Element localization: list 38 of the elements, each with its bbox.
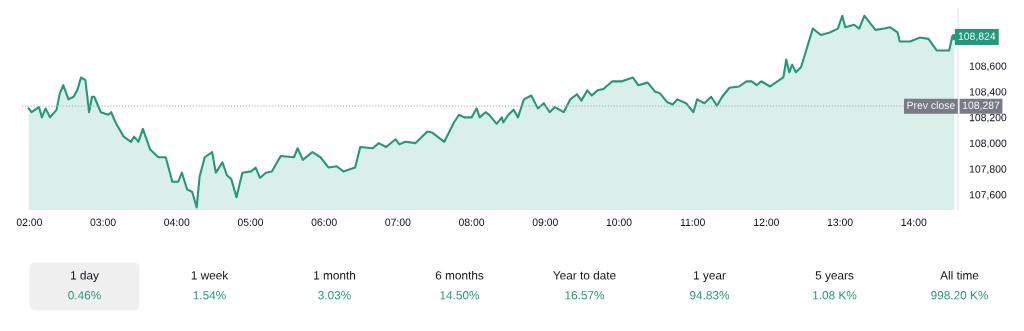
y-tick-label: 108,600 — [969, 62, 1007, 72]
y-tick-label: 107,800 — [969, 165, 1007, 174]
text: 3.03% — [318, 291, 351, 300]
y-tick-label: 108,400 — [969, 88, 1007, 97]
x-tick-label: 06:00 — [311, 218, 337, 226]
text: 16.57% — [565, 291, 605, 300]
text: 1 month — [314, 270, 356, 280]
text: Year to date — [553, 270, 616, 280]
annotation: 108,287 — [962, 101, 1000, 111]
text: All time — [940, 270, 979, 280]
x-tick-label: 02:00 — [16, 218, 42, 226]
y-tick-label: 107,600 — [969, 191, 1007, 200]
text: 1.54% — [193, 291, 226, 300]
text: 1 week — [191, 270, 229, 280]
ref-line-label: Prev close — [907, 101, 955, 109]
x-tick-label: 03:00 — [90, 218, 116, 226]
x-tick-label: 10:00 — [606, 218, 632, 226]
x-tick-label: 08:00 — [458, 218, 485, 226]
text: 0.46% — [68, 291, 101, 300]
x-tick-label: 11:00 — [680, 218, 705, 226]
text: 14.50% — [440, 291, 480, 300]
x-tick-label: 12:00 — [754, 218, 780, 226]
x-tick-label: 09:00 — [532, 218, 558, 226]
text: 998.20 K% — [931, 291, 988, 300]
text: 1.08 K% — [813, 291, 857, 300]
text: 94.83% — [690, 291, 730, 300]
x-tick-label: 14:00 — [901, 218, 927, 226]
text: 1 year — [694, 271, 726, 282]
y-tick-label: 108,200 — [969, 113, 1007, 123]
x-tick-label: 07:00 — [385, 218, 411, 226]
text: 1 day — [70, 270, 99, 282]
x-tick-label: 04:00 — [164, 218, 190, 226]
text: 6 months — [435, 270, 484, 280]
x-tick-label: 05:00 — [237, 218, 264, 226]
text: 5 years — [815, 271, 854, 282]
annotation: 108,824 — [958, 32, 996, 42]
y-tick-label: 108,000 — [969, 139, 1007, 149]
x-tick-label: 13:00 — [827, 218, 853, 226]
